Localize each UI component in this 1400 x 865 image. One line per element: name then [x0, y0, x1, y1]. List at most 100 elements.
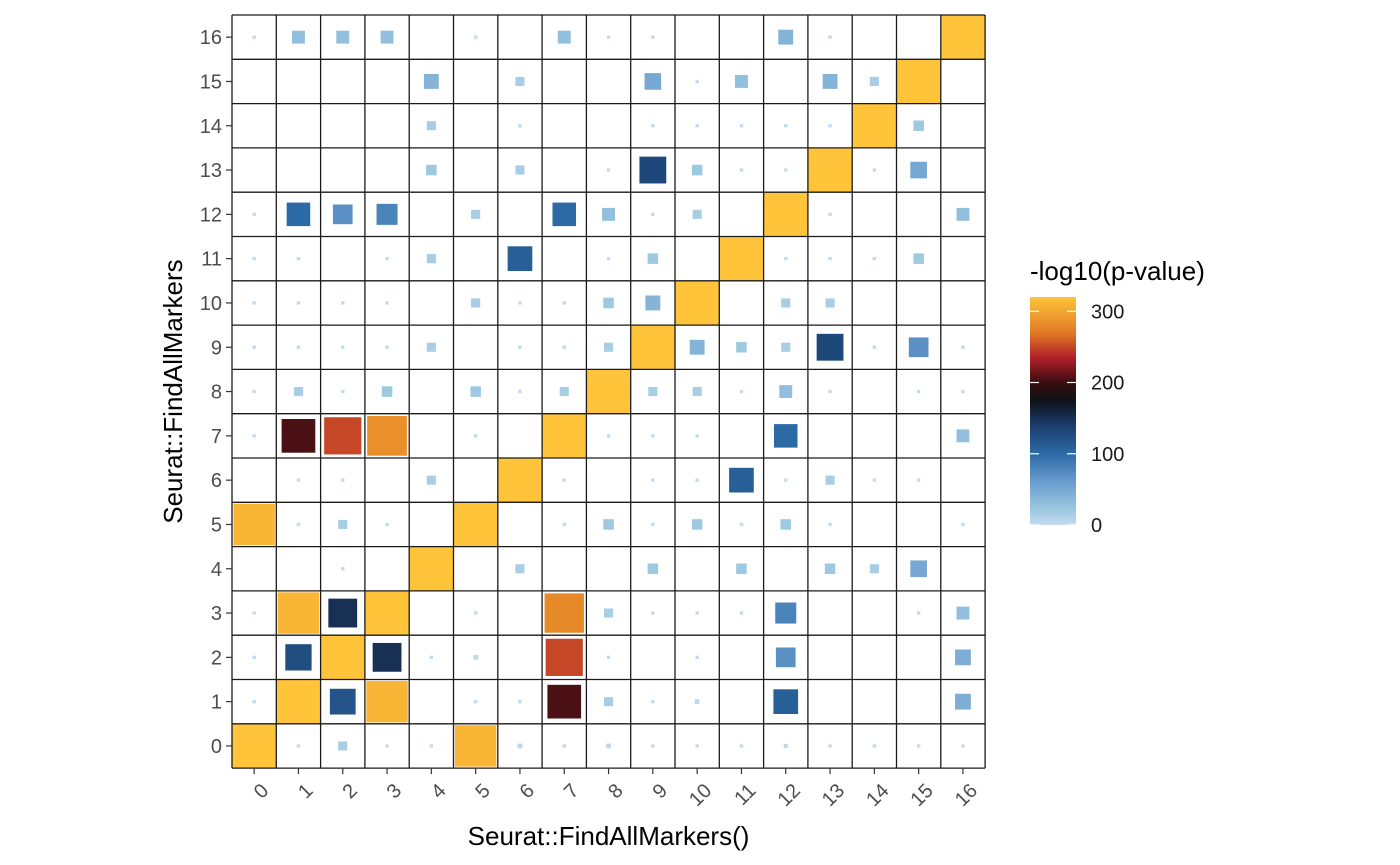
heatmap-cell-7-9 — [562, 345, 566, 349]
heatmap-cell-0-5 — [233, 503, 275, 546]
x-tick-label: 4 — [427, 780, 450, 803]
heatmap-cell-11-9 — [736, 341, 747, 353]
y-tick-label: 8 — [211, 382, 222, 404]
legend-title: -log10(p-value) — [1030, 256, 1205, 286]
x-tick-label: 6 — [516, 780, 539, 803]
heatmap-cell-9-11 — [647, 253, 659, 264]
y-tick-label: 10 — [200, 293, 222, 315]
color-legend: -log10(p-value) 0 100 200 300 — [1030, 256, 1205, 537]
y-tick-label: 1 — [211, 692, 222, 714]
heatmap-cell-3-10 — [385, 301, 389, 305]
heatmap-cell-15-13 — [910, 161, 927, 179]
heatmap-cell-8-5 — [603, 519, 614, 530]
heatmap-cell-14-13 — [872, 168, 877, 172]
heatmap-cell-13-13 — [807, 147, 853, 193]
heatmap-cell-4-4 — [409, 546, 454, 591]
heatmap-cell-3-3 — [364, 590, 410, 636]
heatmap-cell-16-12 — [956, 207, 970, 221]
heatmap-cell-13-16 — [828, 35, 832, 39]
heatmap-cell-10-14 — [695, 124, 699, 128]
heatmap-cell-7-7 — [542, 413, 587, 458]
heatmap-cell-15-6 — [916, 478, 921, 482]
heatmap-cell-10-8 — [692, 386, 702, 397]
heatmap-cell-9-10 — [645, 295, 661, 311]
heatmap-cell-13-0 — [828, 744, 832, 748]
heatmap-cell-12-5 — [780, 519, 792, 530]
x-tick-label: 11 — [730, 780, 760, 810]
x-tick-label: 2 — [338, 780, 361, 803]
heatmap-cell-11-11 — [719, 236, 764, 281]
heatmap-cell-11-8 — [739, 389, 744, 394]
heatmap-cell-15-4 — [910, 560, 927, 578]
heatmap-cell-10-10 — [675, 280, 720, 326]
heatmap-cell-10-9 — [689, 339, 705, 355]
x-tick-label: 1 — [294, 780, 317, 803]
x-axis-title: Seurat::FindAllMarkers() — [468, 821, 750, 851]
heatmap-cell-0-12 — [252, 212, 256, 217]
heatmap-cell-16-7 — [956, 429, 970, 443]
heatmap-cell-2-10 — [341, 301, 345, 305]
heatmap-cell-10-1 — [694, 699, 700, 705]
heatmap-cell-16-8 — [961, 389, 965, 394]
heatmap-cell-9-5 — [651, 522, 655, 527]
y-tick-label: 4 — [211, 559, 222, 581]
heatmap-cell-8-8 — [586, 369, 631, 414]
heatmap-cell-14-14 — [852, 103, 897, 148]
heatmap-cell-7-0 — [562, 744, 566, 748]
heatmap-cell-1-3 — [277, 592, 320, 634]
heatmap-cell-1-5 — [296, 522, 301, 527]
heatmap-cell-13-5 — [828, 522, 832, 527]
heatmap-cell-11-4 — [736, 563, 747, 575]
heatmap-cell-3-8 — [381, 386, 393, 397]
heatmap-cell-7-1 — [547, 684, 582, 719]
x-tick-label: 13 — [818, 780, 849, 811]
heatmap-cell-13-4 — [824, 563, 836, 575]
legend-colorbar — [1030, 297, 1076, 525]
y-tick-label: 5 — [211, 514, 222, 536]
heatmap-cell-4-13 — [426, 164, 437, 176]
heatmap-cell-2-7 — [324, 417, 362, 455]
heatmap-cell-4-9 — [426, 342, 436, 352]
heatmap-cell-13-14 — [828, 124, 832, 128]
heatmap-cell-2-9 — [341, 345, 345, 349]
heatmap-cell-9-1 — [651, 699, 655, 704]
heatmap-cell-1-12 — [286, 202, 311, 227]
heatmap-cell-1-6 — [296, 478, 301, 482]
heatmap-cell-3-1 — [366, 680, 408, 723]
heatmap-cell-12-14 — [784, 124, 788, 128]
heatmap-cell-12-3 — [775, 602, 797, 624]
heatmap-cell-0-10 — [252, 301, 256, 305]
heatmap-cell-7-8 — [559, 386, 569, 397]
heatmap-cell-9-0 — [651, 744, 655, 748]
heatmap-cell-8-13 — [606, 168, 611, 172]
heatmap-cell-3-12 — [376, 203, 398, 225]
heatmap-cell-10-7 — [695, 434, 699, 438]
heatmap-cell-11-13 — [739, 168, 744, 172]
heatmap-cell-1-11 — [296, 256, 301, 261]
heatmap-cell-8-10 — [603, 297, 614, 309]
heatmap-cell-5-3 — [473, 611, 478, 615]
x-tick-label: 14 — [862, 780, 893, 811]
heatmap-cell-2-4 — [341, 567, 345, 571]
heatmap-cell-7-5 — [562, 522, 566, 527]
heatmap-cell-16-0 — [961, 744, 965, 748]
heatmap-cell-15-3 — [916, 611, 921, 615]
x-tick-label: 12 — [774, 780, 805, 811]
heatmap-cell-14-11 — [872, 256, 877, 261]
heatmap-cell-9-16 — [651, 35, 655, 39]
heatmap-cell-9-15 — [644, 73, 662, 90]
heatmap-cell-2-16 — [336, 30, 350, 44]
plot-panel — [231, 14, 986, 769]
heatmap-cell-8-9 — [603, 342, 614, 352]
heatmap-cell-10-3 — [695, 611, 699, 615]
heatmap-cell-13-6 — [825, 475, 835, 485]
heatmap-cell-9-7 — [651, 434, 655, 438]
heatmap-cell-7-6 — [562, 478, 566, 482]
heatmap-cell-3-11 — [385, 256, 389, 261]
heatmap-cell-9-12 — [651, 212, 655, 217]
heatmap-cell-1-16 — [292, 30, 305, 44]
heatmap-cell-16-2 — [955, 649, 971, 666]
heatmap-cell-9-8 — [648, 386, 658, 397]
heatmap-cell-4-14 — [426, 121, 436, 131]
